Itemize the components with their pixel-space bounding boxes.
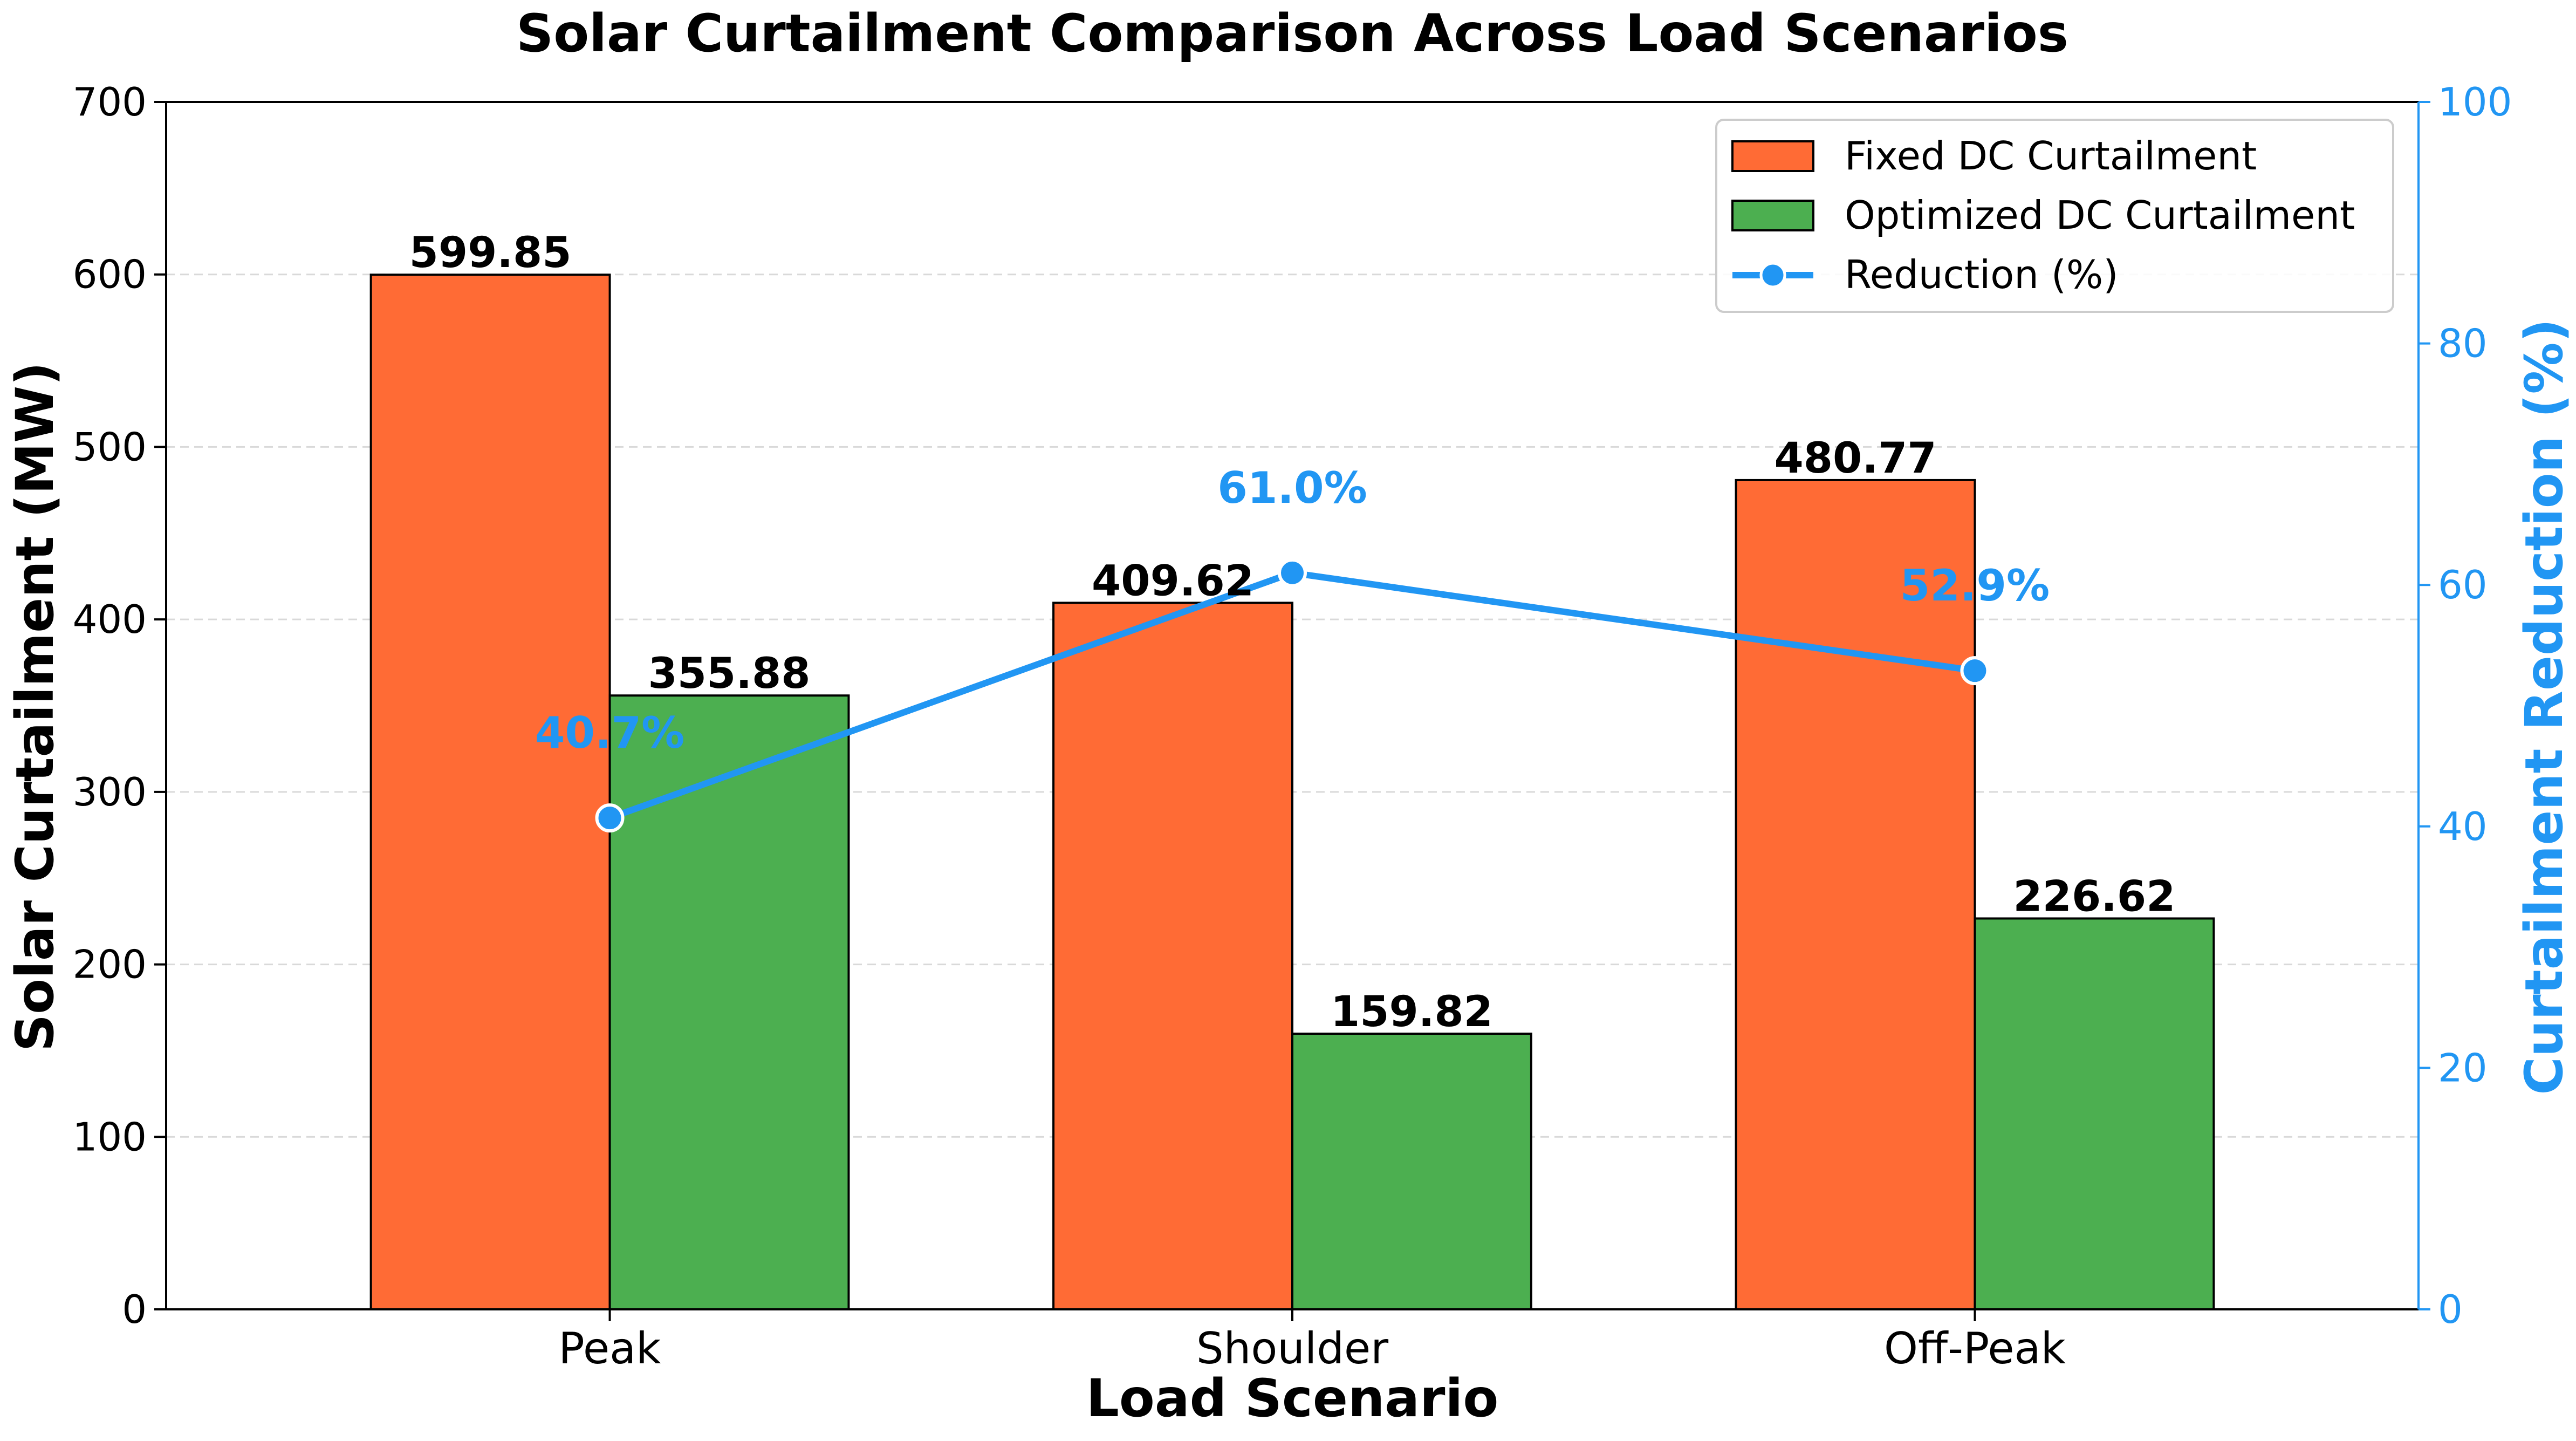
reduction-point bbox=[1278, 558, 1307, 588]
legend: Fixed DC Curtailment Optimized DC Curtai… bbox=[1715, 119, 2394, 313]
y2-tick-label: 80 bbox=[2438, 321, 2488, 366]
y-tick-label: 600 bbox=[73, 252, 147, 297]
x-tick-label: Shoulder bbox=[1196, 1323, 1388, 1374]
bar-label-fixed-dc: 480.77 bbox=[1775, 434, 1937, 483]
legend-frame bbox=[1715, 119, 2394, 313]
legend-swatch-fixed-dc bbox=[1731, 140, 1814, 172]
y-tick-label: 100 bbox=[73, 1114, 147, 1159]
reduction-line-layer bbox=[595, 558, 1990, 833]
bar-optimized-dc bbox=[608, 694, 850, 1310]
y2-tick-label: 40 bbox=[2438, 804, 2488, 849]
chart-title: Solar Curtailment Comparison Across Load… bbox=[516, 3, 2068, 64]
x-tick-label: Peak bbox=[559, 1323, 662, 1374]
data-labels-layer: 599.85 355.88 409.62 159.82 480.77 226.62 40.7… bbox=[409, 229, 2176, 1036]
reduction-label: 40.7% bbox=[535, 708, 685, 758]
legend-label-reduction: Reduction (%) bbox=[1845, 252, 2118, 297]
legend-swatch-optimized-dc bbox=[1731, 200, 1814, 231]
y2-tick-label: 100 bbox=[2438, 79, 2512, 125]
reduction-label: 52.9% bbox=[1900, 561, 2050, 611]
bar-label-optimized-dc: 159.82 bbox=[1331, 988, 1493, 1036]
bar-fixed-dc bbox=[1052, 602, 1294, 1310]
reduction-point bbox=[1960, 656, 1990, 686]
legend-label-optimized-dc: Optimized DC Curtailment bbox=[1845, 193, 2355, 238]
y2-tick-label: 60 bbox=[2438, 562, 2488, 607]
y2-tick-label: 20 bbox=[2438, 1045, 2488, 1090]
bar-fixed-dc bbox=[1735, 479, 1976, 1310]
bar-optimized-dc bbox=[1974, 917, 2215, 1310]
y-axis-title: Solar Curtailment (MW) bbox=[5, 362, 65, 1051]
axes-layer: 0 100 200 300 400 500 600 700 0 20 40 60 80 100 Peak Sh… bbox=[73, 79, 2512, 1374]
y2-axis-title: Curtailment Reduction (%) bbox=[2514, 319, 2574, 1095]
bar-fixed-dc bbox=[369, 274, 611, 1310]
y-tick-label: 700 bbox=[73, 79, 147, 125]
bar-label-optimized-dc: 226.62 bbox=[2013, 872, 2175, 921]
y-tick-label: 400 bbox=[73, 597, 147, 642]
bar-label-fixed-dc: 599.85 bbox=[409, 229, 572, 277]
bars-layer bbox=[369, 274, 2215, 1310]
legend-label-fixed-dc: Fixed DC Curtailment bbox=[1845, 133, 2257, 179]
x-tick-label: Off-Peak bbox=[1884, 1323, 2066, 1374]
x-axis-title: Load Scenario bbox=[1086, 1368, 1499, 1429]
y-tick-label: 200 bbox=[73, 942, 147, 987]
y-tick-label: 300 bbox=[73, 769, 147, 815]
bar-optimized-dc bbox=[1291, 1033, 1532, 1310]
bar-label-fixed-dc: 409.62 bbox=[1092, 557, 1254, 605]
y-tick-label: 0 bbox=[122, 1287, 147, 1332]
y-tick-label: 500 bbox=[73, 424, 147, 469]
legend-marker-reduction bbox=[1759, 262, 1786, 289]
bar-label-optimized-dc: 355.88 bbox=[648, 650, 811, 698]
reduction-label: 61.0% bbox=[1217, 463, 1367, 513]
reduction-point bbox=[595, 803, 625, 833]
y2-tick-label: 0 bbox=[2438, 1287, 2463, 1332]
